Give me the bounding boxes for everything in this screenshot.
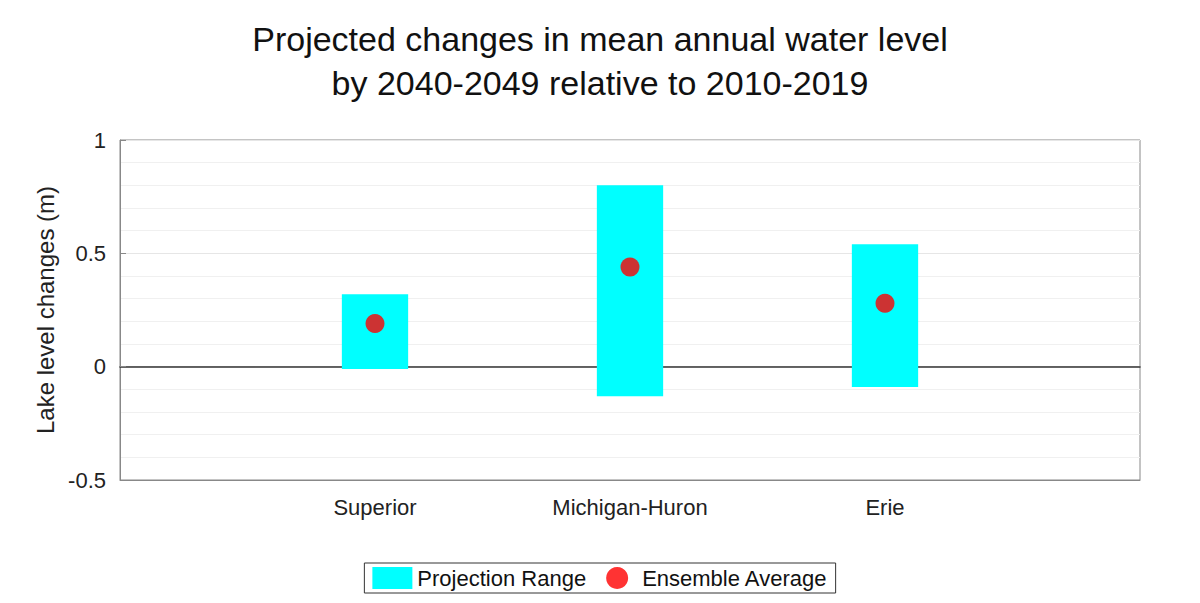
svg-text:-0.5: -0.5 — [68, 468, 106, 493]
svg-text:by 2040-2049 relative to 2010-: by 2040-2049 relative to 2010-2019 — [332, 64, 869, 102]
svg-text:Erie: Erie — [865, 495, 904, 520]
svg-text:Superior: Superior — [333, 495, 416, 520]
svg-text:1: 1 — [94, 128, 106, 153]
svg-text:Ensemble Average: Ensemble Average — [642, 566, 826, 591]
svg-text:Projected changes in mean annu: Projected changes in mean annual water l… — [252, 20, 948, 58]
svg-text:Lake level changes (m): Lake level changes (m) — [32, 186, 59, 434]
svg-text:0: 0 — [94, 354, 106, 379]
svg-text:Michigan-Huron: Michigan-Huron — [552, 495, 707, 520]
svg-text:Projection Range: Projection Range — [417, 566, 586, 591]
svg-text:0.5: 0.5 — [75, 241, 106, 266]
